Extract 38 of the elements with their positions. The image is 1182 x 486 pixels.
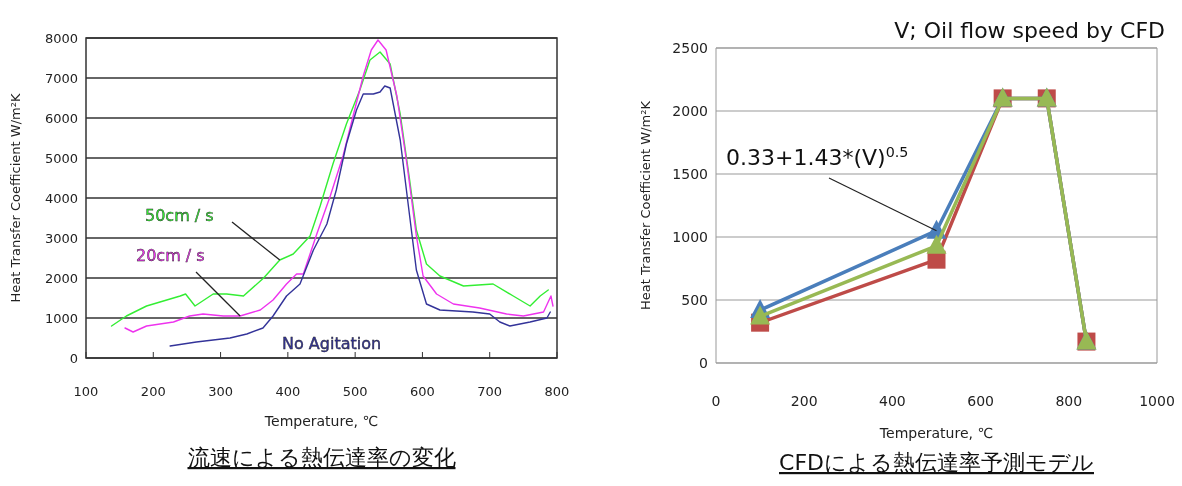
y-tick-label: 7000 [44,71,78,86]
x-tick-label: 800 [544,384,570,399]
y-tick-label: 500 [681,292,708,308]
y-tick-label: 0 [699,355,708,371]
y-tick-label: 1000 [44,311,78,326]
y-tick-label: 0 [69,351,78,366]
y-tick-label: 5000 [44,151,78,166]
text: 20cm / s [136,246,205,265]
y-tick-label: 1500 [672,166,708,182]
x-tick-label: 0 [711,393,721,409]
y-tick-label: 2000 [672,103,708,119]
x-tick-label: 1000 [1139,393,1175,409]
text: 50cm / s [145,206,214,225]
y-axis-title: Heat Transfer Coefficient W/m²K [638,100,653,310]
x-axis-title: Temperature, ℃ [878,425,994,441]
x-tick-label: 400 [275,384,301,399]
x-tick-label: 700 [477,384,503,399]
annotation: 0.33+1.43*(V)$^{0.5}$ [726,144,909,170]
x-tick-label: 800 [1055,393,1083,409]
x-tick-label: 200 [140,384,166,399]
x-tick-label: 500 [342,384,368,399]
x-tick-label: 200 [790,393,818,409]
x-tick-label: 600 [967,393,994,409]
y-tick-label: 4000 [44,191,78,206]
y-tick-label: 3000 [44,231,78,246]
x-axis-title: Temperature, ℃ [263,413,379,429]
y-axis-title: Heat Transfer Coefficient W/m²K [8,93,23,303]
chart-title: V; Oil flow speed by CFD [894,18,1165,43]
y-tick-label: 6000 [44,111,78,126]
x-tick-label: 600 [410,384,435,399]
x-tick-label: 300 [208,384,233,399]
y-tick-label: 2500 [672,40,708,56]
y-tick-label: 1000 [672,229,708,245]
x-tick-label: 400 [879,393,906,409]
y-tick-label: 2000 [44,271,78,286]
x-tick-label: 100 [73,384,99,399]
series-label: No Agitation [282,334,382,353]
y-tick-label: 8000 [44,31,78,46]
